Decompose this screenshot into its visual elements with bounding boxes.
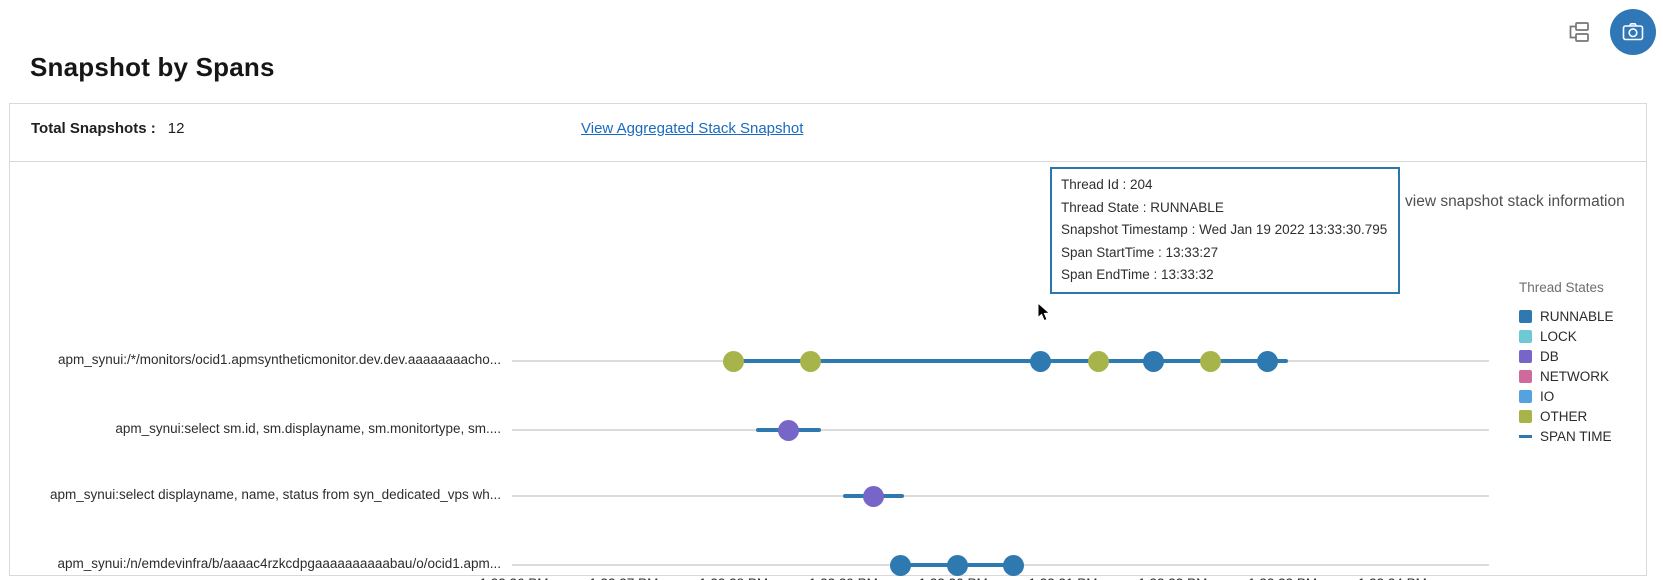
x-axis-tick-label: 1:33:31 PM <box>1008 576 1118 580</box>
legend-swatch <box>1519 389 1532 403</box>
legend-item-label: IO <box>1540 388 1555 404</box>
tooltip-line: Snapshot Timestamp : Wed Jan 19 2022 13:… <box>1061 222 1388 238</box>
snapshot-tooltip: Thread Id : 204 Thread State : RUNNABLE Sn… <box>1050 167 1400 294</box>
tree-map-icon[interactable] <box>1566 19 1592 45</box>
snapshot-dot-runnable-hovered[interactable] <box>1029 350 1051 372</box>
legend-item-label: RUNNABLE <box>1540 308 1614 324</box>
x-axis-tick-label: 1:33:26 PM <box>459 576 569 580</box>
snapshot-dot-runnable[interactable] <box>1003 554 1025 576</box>
legend-swatch <box>1519 349 1532 363</box>
snapshot-dot-other[interactable] <box>799 350 821 372</box>
x-axis-tick-label: 1:33:32 PM <box>1118 576 1228 580</box>
x-axis-tick-label: 1:33:34 PM <box>1337 576 1447 580</box>
row-baseline <box>512 429 1489 431</box>
legend-item-label: DB <box>1540 348 1559 364</box>
legend-swatch <box>1519 434 1532 438</box>
legend-item-db: DB <box>1519 346 1614 366</box>
snapshot-dot-runnable[interactable] <box>947 554 969 576</box>
legend-swatch <box>1519 309 1532 323</box>
mouse-cursor <box>1037 301 1055 327</box>
legend-item-label: SPAN TIME <box>1540 428 1612 444</box>
tooltip-line: Span StartTime : 13:33:27 <box>1061 244 1219 260</box>
total-snapshots-value: 12 <box>167 120 185 137</box>
legend-item-io: IO <box>1519 386 1614 406</box>
summary-row: Total Snapshots : 12 View Aggregated Sta… <box>10 104 1646 162</box>
x-axis-tick-label: 1:33:28 PM <box>679 576 789 580</box>
total-snapshots-label: Total Snapshots : <box>31 120 156 137</box>
legend-swatch <box>1519 329 1532 343</box>
thread-states-legend: Thread States RUNNABLE LOCK DB NETWORK IO OTH… <box>1519 280 1614 446</box>
snapshot-dot-runnable[interactable] <box>1142 350 1164 372</box>
snapshot-dot-runnable[interactable] <box>889 554 911 576</box>
tooltip-line: Thread Id : 204 <box>1061 177 1153 192</box>
span-row-label: apm_synui:/n/emdevinfra/b/aaaac4rzkcdpga… <box>57 556 501 571</box>
snapshot-timeline-chart: apm_synui:/*/monitors/ocid1.apmsynthetic… <box>10 162 1648 580</box>
legend-item-label: NETWORK <box>1540 368 1609 384</box>
legend-item-lock: LOCK <box>1519 326 1614 346</box>
x-axis-tick-label: 1:33:33 PM <box>1228 576 1338 580</box>
span-row-label: apm_synui:/*/monitors/ocid1.apmsynthetic… <box>57 352 501 367</box>
tooltip-line: Span EndTime : 13:33:32 <box>1061 267 1214 283</box>
snapshot-panel: Total Snapshots : 12 View Aggregated Sta… <box>9 103 1648 580</box>
legend-title: Thread States <box>1519 280 1604 295</box>
total-snapshots: Total Snapshots : 12 <box>31 120 184 137</box>
legend-item-span-time: SPAN TIME <box>1519 426 1614 446</box>
x-axis-tick-label: 1:33:27 PM <box>569 576 679 580</box>
legend-item-label: LOCK <box>1540 328 1577 344</box>
span-row-label: apm_synui:select displayname, name, stat… <box>50 487 501 502</box>
camera-snapshot-button[interactable] <box>1610 9 1656 55</box>
snapshot-hint-text: view snapshot stack information <box>1405 193 1625 210</box>
snapshot-dot-runnable[interactable] <box>1256 350 1278 372</box>
legend-item-label: OTHER <box>1540 408 1588 424</box>
snapshot-dot-other[interactable] <box>1087 350 1109 372</box>
span-row-label: apm_synui:select sm.id, sm.displayname, … <box>115 421 501 436</box>
tooltip-line: Thread State : RUNNABLE <box>1061 199 1224 215</box>
x-axis-tick-label: 1:33:29 PM <box>788 576 898 580</box>
legend-item-network: NETWORK <box>1519 366 1614 386</box>
x-axis-tick-label: 1:33:30 PM <box>898 576 1008 580</box>
snapshot-dot-db[interactable] <box>862 485 884 507</box>
view-aggregated-stack-snapshot-link[interactable]: View Aggregated Stack Snapshot <box>581 120 804 137</box>
snapshot-dot-db[interactable] <box>778 419 799 441</box>
snapshot-dot-other[interactable] <box>1199 350 1221 372</box>
legend-swatch <box>1519 409 1532 423</box>
legend-item-runnable: RUNNABLE <box>1519 306 1614 326</box>
legend-swatch <box>1519 369 1532 383</box>
legend-item-other: OTHER <box>1519 406 1614 426</box>
page-title: Snapshot by Spans <box>30 52 275 82</box>
snapshot-dot-other[interactable] <box>723 350 745 372</box>
row-baseline <box>512 495 1489 497</box>
span-time-line <box>733 359 1289 363</box>
camera-icon <box>1621 20 1645 44</box>
